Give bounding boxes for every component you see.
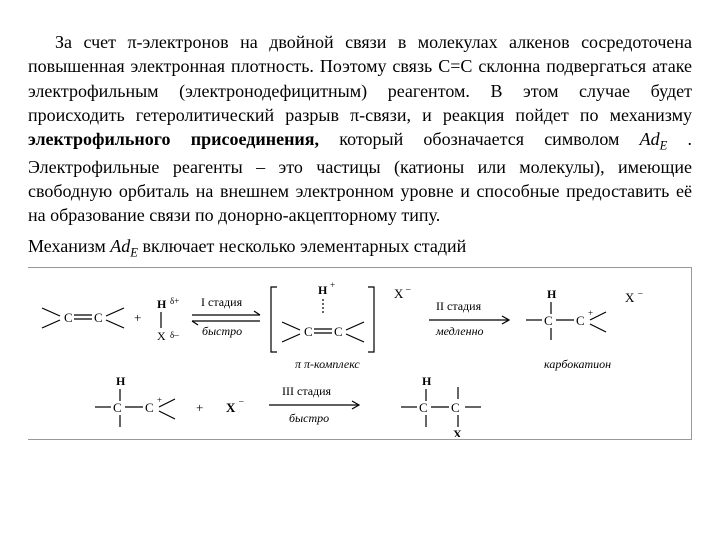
stage1-arrow-icon: I стадия быстро — [192, 295, 260, 338]
paragraph-main: За счет π-электронов на двойной связи в … — [28, 30, 692, 228]
svg-text:H: H — [422, 374, 432, 388]
text-chunk: который обозначается символом — [339, 129, 619, 149]
svg-text:δ–: δ– — [170, 330, 179, 340]
svg-text:–: – — [637, 288, 643, 298]
svg-text:H: H — [547, 287, 557, 301]
svg-text:+: + — [196, 400, 203, 415]
paragraph-mechanism: Механизм AdE включает несколько элемента… — [28, 234, 692, 262]
svg-text:–: – — [405, 284, 411, 294]
hx-reagent-icon: H δ+ X δ– — [157, 296, 179, 343]
svg-text:+: + — [588, 308, 593, 318]
term-electrophilic-addition: электрофильного присоединения, — [28, 129, 319, 149]
svg-text:C: C — [334, 324, 343, 339]
svg-text:+: + — [134, 310, 141, 325]
symbol-ad2-sub: E — [130, 245, 138, 259]
svg-text:H: H — [157, 297, 167, 311]
svg-text:H: H — [318, 283, 328, 297]
svg-text:III стадия: III стадия — [282, 384, 332, 398]
svg-text:C: C — [64, 310, 73, 325]
carbocation2-icon: H C C + — [95, 374, 175, 427]
svg-text:C: C — [576, 313, 585, 328]
svg-text:I стадия: I стадия — [201, 295, 243, 309]
svg-text:C: C — [451, 400, 460, 415]
svg-text:карбокатион: карбокатион — [544, 357, 611, 371]
reaction-svg: C C + H δ+ X δ– I ст — [34, 272, 684, 437]
svg-text:X: X — [453, 427, 462, 437]
svg-text:π: π — [295, 357, 302, 371]
svg-text:X: X — [625, 290, 635, 305]
svg-text:δ+: δ+ — [170, 296, 179, 306]
svg-text:–: – — [238, 396, 244, 406]
reaction-scheme: C C + H δ+ X δ– I ст — [28, 267, 692, 440]
svg-text:C: C — [544, 313, 553, 328]
pi-complex-icon: C C H + π π-комплекс — [271, 280, 374, 371]
product-icon: H C C X — [401, 374, 481, 437]
svg-text:II стадия: II стадия — [436, 299, 482, 313]
svg-text:X: X — [226, 400, 236, 415]
symbol-ad2: Ad — [110, 236, 130, 256]
svg-text:C: C — [304, 324, 313, 339]
svg-text:быстро: быстро — [202, 324, 242, 338]
svg-text:+: + — [330, 280, 335, 290]
svg-text:H: H — [116, 374, 126, 388]
carbocation-icon: H C C + X – карбокатион — [526, 287, 643, 371]
svg-text:C: C — [94, 310, 103, 325]
stage3-arrow-icon: III стадия быстро — [269, 384, 359, 425]
svg-text:C: C — [113, 400, 122, 415]
stage2-arrow-icon: II стадия медленно — [429, 299, 509, 338]
svg-text:π-комплекс: π-комплекс — [304, 357, 360, 371]
svg-text:X: X — [157, 329, 166, 343]
svg-text:медленно: медленно — [435, 324, 484, 338]
svg-text:+: + — [157, 395, 162, 405]
text-chunk: Механизм — [28, 236, 110, 256]
alkene-icon: C C — [42, 308, 124, 328]
text-chunk: включает несколько элементарных стадий — [138, 236, 466, 256]
text-chunk: За счет π-электронов на двойной связи в … — [28, 32, 692, 125]
symbol-ad: Ad — [640, 129, 660, 149]
svg-text:X: X — [394, 286, 404, 301]
svg-text:C: C — [145, 400, 154, 415]
svg-text:быстро: быстро — [289, 411, 329, 425]
svg-text:C: C — [419, 400, 428, 415]
